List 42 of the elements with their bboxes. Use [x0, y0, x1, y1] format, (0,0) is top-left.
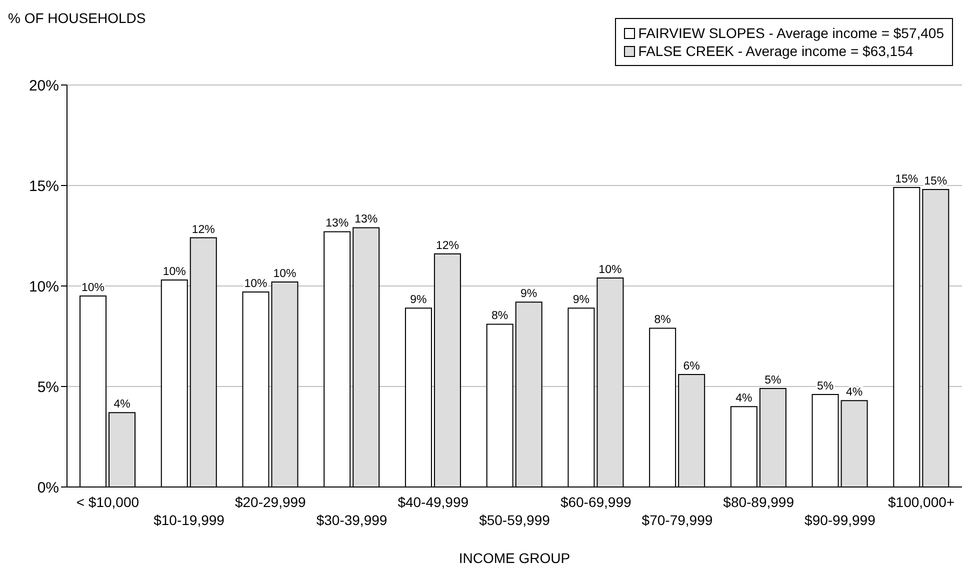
data-label: 4% [736, 392, 752, 405]
data-label: 10% [162, 266, 186, 278]
x-tick-label: $10-19,999 [154, 512, 225, 528]
data-label: 4% [846, 386, 863, 399]
x-tick-label: $70-79,999 [642, 512, 713, 528]
x-tick-label: $80-89,999 [723, 494, 794, 510]
x-tick-label: $90-99,999 [804, 512, 876, 528]
data-label: 12% [192, 224, 215, 236]
y-tick-label: 15% [28, 178, 59, 195]
x-tick-label: < $10,000 [76, 494, 140, 510]
x-axis-title: INCOME GROUP [458, 550, 570, 566]
data-label: 15% [924, 176, 948, 188]
x-tick-label: $30-39,999 [316, 512, 388, 528]
legend-label: FAIRVIEW SLOPES - Average income = $57,405 [638, 25, 944, 41]
data-label: 9% [572, 294, 590, 306]
data-label: 6% [683, 360, 700, 372]
data-label: 9% [520, 288, 538, 300]
x-tick-label: $50-59,999 [479, 512, 550, 528]
data-label: 12% [436, 240, 459, 252]
data-label: 10% [82, 282, 105, 294]
data-label: 10% [273, 268, 296, 280]
y-tick-label: 5% [37, 378, 59, 396]
data-label: 4% [114, 398, 130, 411]
x-tick-label: $60-69,999 [560, 494, 632, 510]
data-label: 8% [492, 310, 508, 322]
x-tick-label: $100,000+ [888, 494, 955, 510]
y-tick-label: 10% [28, 278, 59, 296]
y-axis-title: % OF HOUSEHOLDS [8, 10, 146, 26]
y-tick-label: 20% [28, 77, 59, 94]
legend-label: FALSE CREEK - Average income = $63,154 [638, 43, 914, 59]
y-tick-label: 0% [37, 479, 59, 496]
data-label: 5% [816, 380, 834, 393]
data-label: 15% [895, 174, 918, 186]
data-label: 10% [598, 264, 622, 276]
data-label: 5% [764, 374, 782, 387]
data-label: 8% [654, 314, 671, 326]
data-label: 13% [326, 218, 349, 230]
x-tick-label: $40-49,999 [398, 494, 469, 510]
data-label: 13% [354, 214, 378, 226]
data-label: 9% [410, 294, 427, 306]
x-tick-label: $20-29,999 [234, 494, 306, 510]
data-label: 10% [244, 278, 268, 290]
